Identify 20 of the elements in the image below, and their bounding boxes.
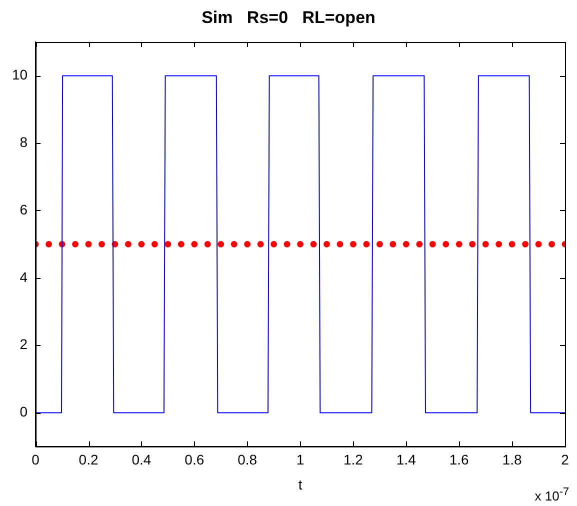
y-tick-label: 4: [20, 268, 28, 285]
y-tick-label: 8: [20, 134, 28, 150]
x-tick-label: 0.4: [132, 452, 152, 468]
chart-title: Sim Rs=0 RL=open: [200, 8, 376, 28]
y-tick-label: 0: [20, 404, 28, 420]
x-tick-label: 1.2: [343, 452, 364, 468]
y-tick-label: 2: [20, 336, 28, 352]
x-tick-label: 1.6: [449, 452, 470, 468]
x-tick-label: 0.6: [184, 452, 204, 468]
x-tick-label: 1: [296, 452, 304, 468]
x-axis-title: t: [298, 476, 302, 492]
y-tick-label: 10: [12, 66, 28, 83]
x-tick-label: 1.4: [396, 452, 416, 468]
x-tick-label: 0.2: [78, 452, 98, 468]
y-tick-label: 6: [20, 201, 28, 218]
x-tick-label: 0.8: [238, 452, 258, 468]
x-tick-label: 2: [561, 452, 570, 468]
x-tick-label: 1.8: [502, 452, 522, 468]
x-tick-label: 0: [32, 452, 40, 468]
text: x 10$^{-7}$: [534, 486, 569, 504]
